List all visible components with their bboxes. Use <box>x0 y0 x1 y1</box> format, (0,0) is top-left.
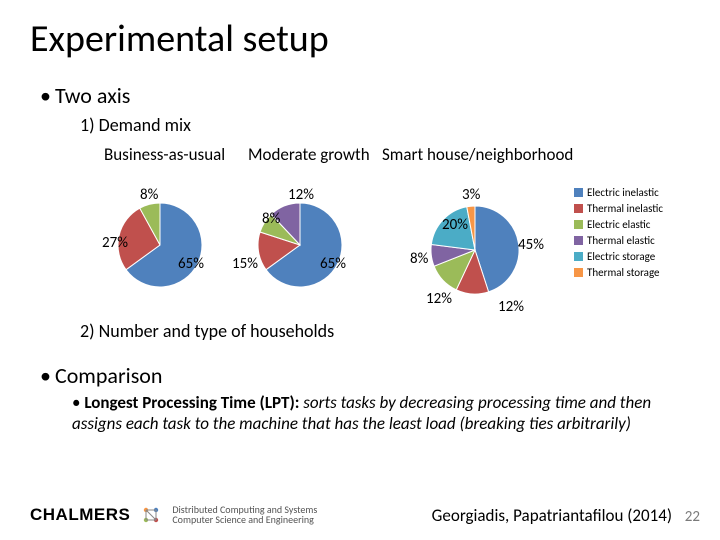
pct-label: 8% <box>262 210 280 228</box>
bullet-comparison-text: Comparison <box>55 362 163 389</box>
legend-item: Electric elastic <box>574 218 663 231</box>
dcs-text: Distributed Computing and Systems Comput… <box>172 505 317 526</box>
chalmers-logo: CHALMERS <box>30 505 130 525</box>
legend-label: Electric storage <box>587 250 655 263</box>
pct-label: 65% <box>178 255 204 273</box>
legend-label: Thermal storage <box>587 266 660 279</box>
col-title-mod: Moderate growth <box>248 144 370 165</box>
bullet-two-axis: •Two axis <box>40 82 130 109</box>
col-title-bau: Business-as-usual <box>104 144 225 165</box>
pct-label: 27% <box>102 234 128 252</box>
sub-demand-mix: 1) Demand mix <box>80 114 191 136</box>
pct-label: 15% <box>232 255 258 273</box>
pct-label: 8% <box>410 250 428 268</box>
page-number: 22 <box>685 508 700 526</box>
legend-swatch-icon <box>574 268 583 277</box>
pct-label: 65% <box>320 255 346 273</box>
legend-label: Thermal inelastic <box>587 202 663 215</box>
chart-legend: Electric inelastic Thermal inelastic Elect… <box>574 186 663 282</box>
legend-swatch-icon <box>574 204 583 213</box>
pct-label: 12% <box>426 290 452 308</box>
legend-label: Thermal elastic <box>587 234 655 247</box>
bullet-dot-icon: • <box>72 392 84 413</box>
legend-swatch-icon <box>574 188 583 197</box>
pct-label: 45% <box>518 236 544 254</box>
sub-num-type: 2) Number and type of households <box>80 320 334 342</box>
legend-swatch-icon <box>574 236 583 245</box>
pct-label: 3% <box>462 186 480 204</box>
legend-item: Thermal inelastic <box>574 202 663 215</box>
footer-left: CHALMERS Distributed Computing and Syste… <box>30 504 317 526</box>
legend-label: Electric elastic <box>587 218 650 231</box>
page-title: Experimental setup <box>30 16 329 62</box>
comparison-body: • Longest Processing Time (LPT): sorts t… <box>72 392 692 435</box>
legend-label: Electric inelastic <box>587 186 659 199</box>
pct-label: 20% <box>442 216 468 234</box>
comp-lead: Longest Processing Time (LPT): <box>84 392 303 413</box>
legend-item: Thermal storage <box>574 266 663 279</box>
pct-label: 8% <box>140 186 158 204</box>
dcs-line2: Computer Science and Engineering <box>172 513 314 526</box>
citation: Georgiadis, Papatriantafilou (2014) <box>432 505 672 526</box>
col-title-smart: Smart house/neighborhood <box>382 144 573 165</box>
bullet-comparison: •Comparison <box>40 362 162 389</box>
legend-swatch-icon <box>574 252 583 261</box>
legend-item: Electric storage <box>574 250 663 263</box>
pct-label: 12% <box>288 186 314 204</box>
bullet-dot-icon: • <box>40 362 51 389</box>
pct-label: 12% <box>498 298 524 316</box>
legend-item: Electric inelastic <box>574 186 663 199</box>
bullet-dot-icon: • <box>40 82 51 109</box>
slide-root: Experimental setup •Two axis 1) Demand m… <box>0 0 720 540</box>
dcs-icon <box>140 504 162 526</box>
legend-swatch-icon <box>574 220 583 229</box>
legend-item: Thermal elastic <box>574 234 663 247</box>
bullet-two-axis-text: Two axis <box>55 82 130 109</box>
